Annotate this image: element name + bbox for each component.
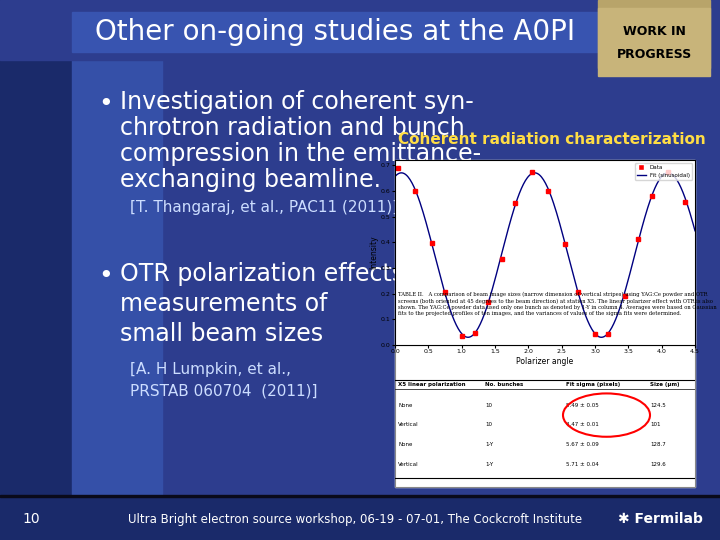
Text: 10: 10 bbox=[485, 403, 492, 408]
Bar bbox=[72, 12, 602, 52]
Text: 5.71 ± 0.04: 5.71 ± 0.04 bbox=[566, 462, 599, 467]
Text: •: • bbox=[98, 264, 113, 288]
Text: 129.6: 129.6 bbox=[650, 462, 666, 467]
Text: measurements of: measurements of bbox=[120, 292, 328, 316]
X-axis label: Polarizer angle: Polarizer angle bbox=[516, 357, 574, 366]
Bar bbox=[598, 8, 710, 76]
Y-axis label: Intensity: Intensity bbox=[369, 235, 378, 269]
Text: ✱ Fermilab: ✱ Fermilab bbox=[618, 512, 703, 526]
Text: PROGRESS: PROGRESS bbox=[616, 48, 692, 60]
Text: exchanging beamline.: exchanging beamline. bbox=[120, 168, 381, 192]
Text: Vertical: Vertical bbox=[398, 422, 418, 428]
Text: 1-Y: 1-Y bbox=[485, 462, 493, 467]
Bar bbox=[598, 0, 710, 68]
Text: 124.5: 124.5 bbox=[650, 403, 666, 408]
Text: No. bunches: No. bunches bbox=[485, 382, 523, 387]
Bar bbox=[0, 0, 720, 60]
Text: •: • bbox=[98, 92, 113, 116]
Text: 4.47 ± 0.01: 4.47 ± 0.01 bbox=[566, 422, 599, 428]
Text: 1-Y: 1-Y bbox=[485, 442, 493, 447]
Text: Vertical: Vertical bbox=[398, 462, 418, 467]
Text: compression in the emittance-: compression in the emittance- bbox=[120, 142, 481, 166]
Text: Coherent radiation characterization: Coherent radiation characterization bbox=[398, 132, 706, 147]
Text: Investigation of coherent syn-: Investigation of coherent syn- bbox=[120, 90, 474, 114]
Bar bbox=[395, 160, 695, 345]
Text: Ultra Bright electron source workshop, 06-19 - 07-01, The Cockcroft Institute: Ultra Bright electron source workshop, 0… bbox=[128, 512, 582, 525]
Text: chrotron radiation and bunch: chrotron radiation and bunch bbox=[120, 116, 464, 140]
Text: 128.7: 128.7 bbox=[650, 442, 666, 447]
Bar bbox=[0, 0, 72, 540]
Text: None: None bbox=[398, 442, 413, 447]
Text: [T. Thangaraj, et al., PAC11 (2011)]: [T. Thangaraj, et al., PAC11 (2011)] bbox=[130, 200, 398, 215]
Text: Size (μm): Size (μm) bbox=[650, 382, 680, 387]
Bar bbox=[395, 290, 695, 487]
Text: 5.67 ± 0.09: 5.67 ± 0.09 bbox=[566, 442, 599, 447]
Bar bbox=[72, 45, 162, 495]
Text: 5.49 ± 0.05: 5.49 ± 0.05 bbox=[566, 403, 599, 408]
Text: Other on-going studies at the A0PI: Other on-going studies at the A0PI bbox=[95, 18, 575, 46]
Bar bbox=[0, 495, 720, 497]
Text: Fit sigma (pixels): Fit sigma (pixels) bbox=[566, 382, 620, 387]
Bar bbox=[395, 160, 695, 345]
Text: OTR polarization effects in: OTR polarization effects in bbox=[120, 262, 433, 286]
Text: 10: 10 bbox=[22, 512, 40, 526]
Text: small beam sizes: small beam sizes bbox=[120, 322, 323, 346]
Bar bbox=[395, 290, 695, 487]
Text: [A. H Lumpkin, et al.,
PRSTAB 060704  (2011)]: [A. H Lumpkin, et al., PRSTAB 060704 (20… bbox=[130, 362, 318, 398]
Text: None: None bbox=[398, 403, 413, 408]
Text: WORK IN: WORK IN bbox=[623, 25, 685, 38]
Text: 10: 10 bbox=[485, 422, 492, 428]
Bar bbox=[0, 497, 720, 540]
Text: 101: 101 bbox=[650, 422, 660, 428]
Legend: Data, Fit (sinusoidal): Data, Fit (sinusoidal) bbox=[635, 163, 692, 180]
Text: TABLE II.   A comparison of beam image sizes (narrow dimension of vertical strip: TABLE II. A comparison of beam image siz… bbox=[398, 292, 716, 315]
Text: X5 linear polarization: X5 linear polarization bbox=[398, 382, 466, 387]
